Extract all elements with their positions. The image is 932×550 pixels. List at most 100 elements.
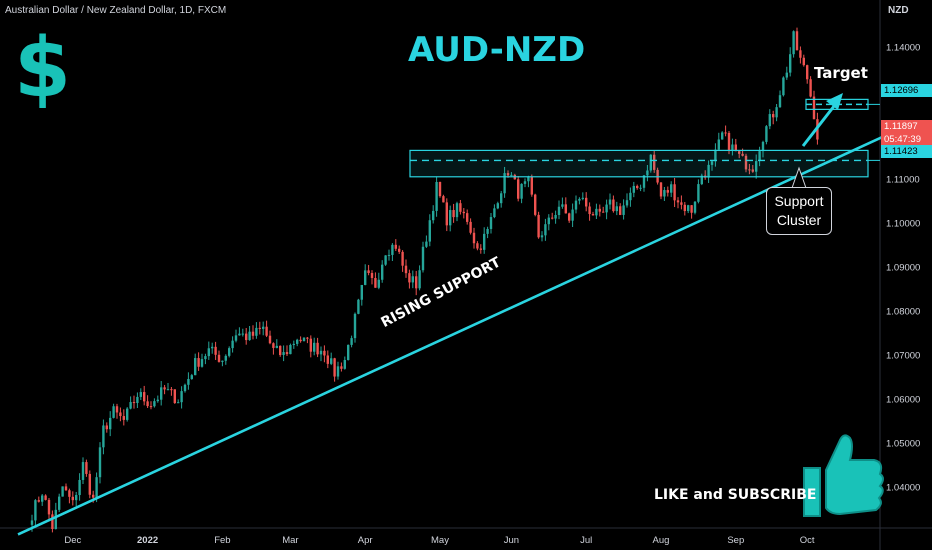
candle-body (666, 190, 669, 193)
candle-body (636, 185, 639, 189)
candle-body (160, 387, 163, 400)
candle-body (88, 473, 91, 495)
candle-body (316, 342, 319, 355)
candle-body (129, 402, 132, 409)
candle-body (782, 77, 785, 96)
candle-body (64, 486, 68, 491)
candle-countdown: 05:47:39 (884, 134, 921, 145)
candle-body (432, 210, 435, 221)
candle-body (34, 500, 37, 521)
candle-body (228, 348, 231, 356)
support-zone-box (409, 149, 869, 178)
candle-body (262, 326, 265, 329)
candle-body (224, 355, 227, 361)
candle-body (537, 214, 540, 238)
candle-body (319, 350, 323, 355)
candle-body (789, 54, 792, 73)
candle-body (496, 203, 499, 209)
x-tick-label: Jun (504, 535, 519, 546)
candle-body (673, 184, 676, 201)
candle-body (173, 389, 176, 404)
candle-body (561, 204, 564, 207)
candle-body (724, 132, 727, 134)
candle-body (775, 107, 778, 118)
candle-body (772, 114, 775, 118)
candle-body (377, 279, 380, 288)
candle-body (748, 169, 751, 171)
candle-body (571, 209, 574, 221)
candle-body (374, 277, 377, 288)
candle-body (476, 243, 479, 249)
candle-body (296, 339, 299, 344)
candle-body (761, 141, 765, 152)
candle-body (149, 406, 153, 408)
y-tick-label: 1.11000 (886, 175, 920, 186)
candle-body (194, 358, 197, 376)
candle-body (768, 114, 771, 127)
candle-body (806, 65, 809, 80)
candle-body (330, 358, 333, 364)
candle-body (119, 412, 122, 417)
like-subscribe-text: LIKE and SUBSCRIBE (654, 487, 817, 503)
support-cluster-line1: Support (774, 193, 824, 209)
candle-body (146, 401, 149, 407)
candle-body (211, 346, 214, 349)
candle-body (741, 153, 744, 156)
candle-body (241, 333, 244, 335)
candle-body (425, 241, 428, 247)
candle-body (683, 204, 686, 212)
candle-body (102, 425, 105, 448)
candle-body (500, 193, 503, 204)
x-tick-label: 2022 (137, 535, 158, 546)
support-cluster-line2: Cluster (776, 212, 822, 228)
thumbs-up-icon (803, 434, 884, 517)
candle-body (255, 327, 258, 336)
candle-body (357, 299, 360, 314)
candle-body (809, 79, 812, 97)
y-tick-label: 1.09000 (886, 263, 920, 274)
callout-pointer (791, 166, 807, 189)
candle-body (78, 479, 81, 496)
candle-body (404, 265, 408, 274)
price-axis-unit: NZD (888, 5, 909, 16)
dollar-icon: $ (14, 21, 72, 116)
candle-body (595, 208, 598, 216)
candle-body (697, 184, 700, 202)
candle-body (350, 338, 353, 345)
candle-body (731, 144, 734, 151)
candle-body (364, 270, 367, 285)
candle-body (411, 276, 414, 283)
y-tick-label: 1.14000 (886, 43, 920, 54)
candle-body (676, 200, 680, 203)
candle-body (302, 337, 306, 342)
candle-body (81, 462, 85, 480)
candle-body (527, 176, 530, 182)
x-tick-label: Oct (800, 535, 815, 546)
candle-body (602, 211, 605, 213)
candle-body (58, 496, 61, 510)
x-tick-label: Aug (653, 535, 670, 546)
target-arrow-shaft (801, 100, 840, 147)
candle-body (384, 255, 387, 265)
candle-body (85, 462, 88, 474)
candle-body (109, 417, 112, 430)
candle-body (381, 264, 384, 280)
candle-body (105, 425, 108, 430)
candle-body (401, 251, 404, 266)
x-tick-label: Feb (214, 535, 230, 546)
candle-body (214, 346, 217, 355)
candle-body (581, 197, 584, 199)
current-price-label: 1.11897 05:47:39 (881, 120, 932, 146)
candle-body (765, 126, 768, 142)
candle-body (360, 284, 363, 300)
candle-body (394, 244, 397, 249)
candle-body (714, 149, 717, 162)
candle-body (398, 248, 401, 252)
x-tick-label: Mar (282, 535, 298, 546)
candle-body (177, 402, 180, 404)
candle-body (367, 270, 370, 273)
y-tick-label: 1.04000 (886, 483, 920, 494)
candle-body (466, 213, 469, 222)
candle-body (207, 348, 210, 357)
candle-body (479, 248, 482, 250)
